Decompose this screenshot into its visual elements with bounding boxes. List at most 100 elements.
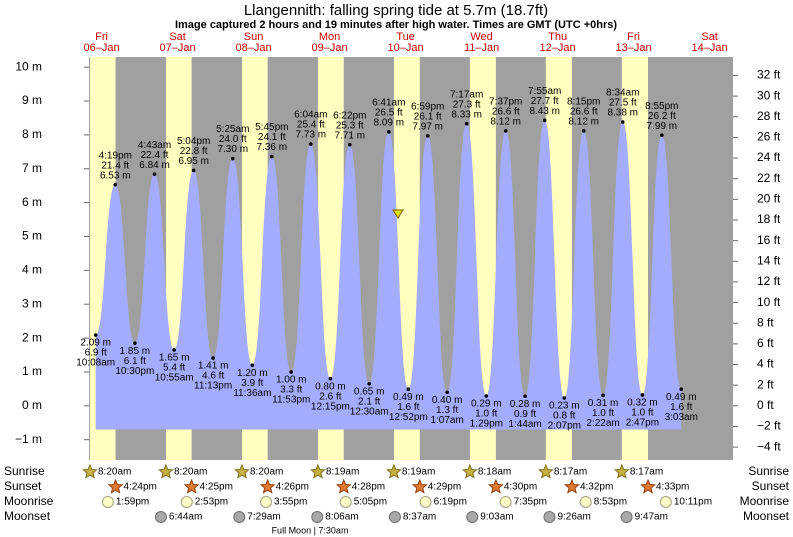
extremum-time: 6:41am (372, 97, 405, 108)
extremum-m: 6.84 m (139, 160, 170, 171)
astro-icon (466, 511, 479, 523)
astro-icon (487, 478, 504, 494)
y2-tick-label: 26 ft (757, 130, 781, 144)
astro-time: 9:47am (635, 512, 668, 523)
y-tick-label: 0 m (22, 398, 42, 412)
astro-icon (659, 496, 672, 508)
tide-point-ft (309, 142, 312, 145)
row-label: Sunset (752, 479, 790, 493)
extremum-m: 0.28 m (510, 399, 541, 410)
astro-time: 9:26am (557, 512, 590, 523)
astro-time: 8:53pm (594, 497, 627, 508)
extremum-ft: 2.1 ft (358, 396, 380, 407)
extremum-m: 0.49 m (393, 392, 424, 403)
day-date: 11–Jan (464, 42, 499, 54)
astro-time: 7:29am (247, 512, 280, 523)
extremum-m: 0.23 m (549, 401, 580, 412)
tide-point-ft (680, 388, 683, 391)
day-name: Thu (548, 31, 567, 43)
y2-tick-label: 24 ft (757, 150, 781, 164)
extremum-ft: 27.3 ft (453, 99, 481, 110)
tide-point-ft (465, 122, 468, 125)
y2-tick-label: 14 ft (757, 253, 781, 267)
astro-time: 8:17am (630, 467, 663, 478)
extremum-time: 4:43am (138, 140, 171, 151)
y2-tick-label: −4 ft (757, 439, 781, 453)
day-date: 14–Jan (692, 42, 728, 54)
day-name: Fri (95, 31, 108, 43)
astro-time: 4:28pm (352, 482, 385, 493)
extremum-ft: 3.3 ft (280, 385, 302, 396)
extremum-time: 7:55am (528, 86, 561, 97)
y2-tick-label: 22 ft (757, 171, 781, 185)
day-date: 10–Jan (388, 42, 424, 54)
extremum-time: 1:44am (508, 419, 541, 430)
y2-tick-label: 32 ft (757, 68, 781, 82)
day-date: 09–Jan (312, 42, 348, 54)
astro-icon (461, 463, 478, 479)
extremum-ft: 26.5 ft (375, 107, 403, 118)
y2-tick-label: 30 ft (757, 88, 781, 102)
day-date: 07–Jan (160, 42, 196, 54)
astro-icon (620, 511, 633, 523)
astro-time: 8:19am (326, 467, 359, 478)
extremum-time: 5:25am (216, 124, 249, 135)
extremum-ft: 1.0 ft (475, 409, 497, 420)
extremum-time: 2:47pm (626, 418, 659, 429)
tide-point-ft (621, 120, 624, 123)
extremum-time: 12:30am (350, 406, 389, 417)
astro-time: 9:03am (480, 512, 513, 523)
astro-time: 7:35pm (514, 497, 547, 508)
extremum-m: 7.73 m (296, 130, 327, 141)
extremum-time: 6:22pm (333, 110, 366, 121)
extremum-m: 0.80 m (315, 381, 346, 392)
full-moon: Full Moon | 7:30am (272, 525, 349, 535)
y-tick-label: 3 m (22, 296, 42, 310)
y2-tick-label: 10 ft (757, 295, 781, 309)
extremum-ft: 22.4 ft (141, 150, 169, 161)
astro-icon (107, 478, 124, 494)
extremum-time: 1:07am (430, 415, 463, 426)
y2-tick-label: 8 ft (757, 315, 774, 329)
extremum-time: 7:37pm (489, 96, 522, 107)
extremum-ft: 24.0 ft (219, 134, 247, 145)
extremum-time: 11:53pm (272, 395, 310, 406)
tide-point-ft (660, 134, 663, 137)
tide-point-ft (153, 173, 156, 176)
y2-tick-label: 4 ft (757, 357, 774, 371)
y2-tick-label: 12 ft (757, 274, 781, 288)
astro-time: 8:20am (174, 467, 207, 478)
astro-icon (259, 478, 276, 494)
astro-icon (158, 463, 174, 479)
tide-point-ft (114, 183, 117, 186)
extremum-m: 1.41 m (198, 361, 229, 372)
extremum-m: 8.43 m (529, 106, 560, 117)
astro-icon (180, 496, 193, 508)
y-tick-label: −1 m (15, 432, 42, 446)
extremum-m: 8.33 m (451, 109, 482, 120)
extremum-ft: 27.7 ft (531, 96, 559, 107)
tide-point-ft (524, 395, 527, 398)
astro-time: 5:05pm (354, 497, 387, 508)
astro-time: 8:18am (478, 467, 511, 478)
extremum-ft: 26.6 ft (570, 106, 598, 117)
extremum-time: 5:04pm (177, 136, 210, 147)
extremum-ft: 26.1 ft (414, 112, 442, 123)
tide-point-ft (504, 130, 507, 133)
tide-point-ft (582, 130, 585, 133)
extremum-time: 5:45pm (255, 122, 288, 133)
now-marker (392, 209, 404, 219)
extremum-time: 12:52pm (389, 412, 428, 423)
chart-subtitle: Image captured 2 hours and 19 minutes af… (175, 19, 617, 31)
day-date: 08–Jan (236, 42, 272, 54)
astro-icon (260, 496, 273, 508)
astro-time: 8:19am (402, 467, 435, 478)
extremum-ft: 1.6 ft (670, 402, 692, 413)
day-date: 06–Jan (84, 42, 120, 54)
row-label: Moonrise (740, 494, 790, 508)
tide-point-ft (133, 341, 136, 344)
astro-time: 4:24pm (124, 482, 157, 493)
extremum-time: 1:29pm (470, 419, 503, 430)
astro-time: 8:20am (98, 467, 131, 478)
day-name: Tue (396, 31, 415, 43)
